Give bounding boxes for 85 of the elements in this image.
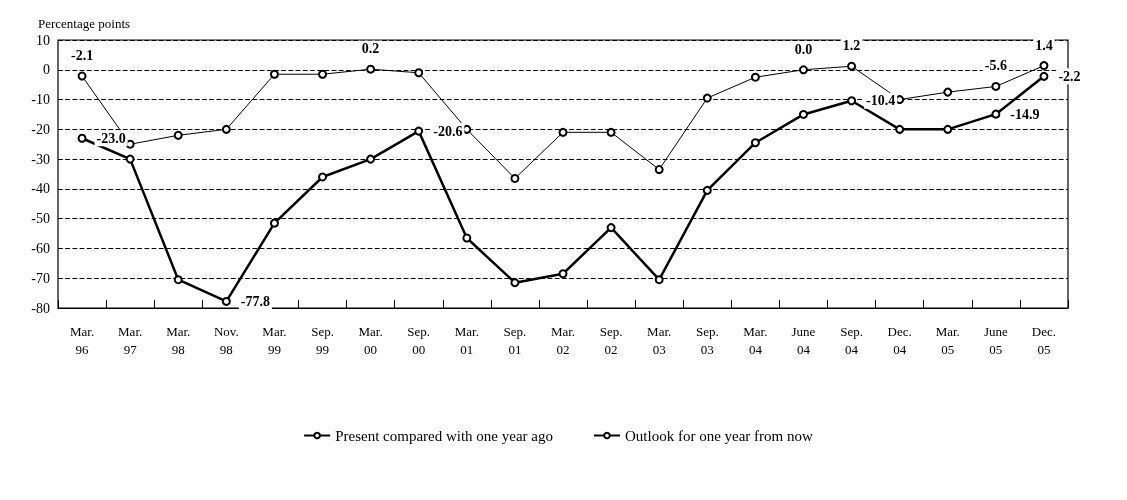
point [895, 124, 905, 134]
point [606, 127, 616, 137]
data-label: 1.2 [842, 38, 861, 54]
y-tick-label: 10 [36, 32, 50, 48]
point [77, 71, 87, 81]
point [462, 233, 472, 243]
point [847, 96, 857, 106]
y-tick-label: -60 [31, 240, 50, 256]
data-label: -2.1 [70, 48, 94, 64]
x-tick-label: Dec. 04 [887, 323, 912, 357]
point [221, 124, 231, 134]
data-label: -77.8 [240, 293, 271, 309]
y-tick-label: -20 [31, 121, 50, 137]
point [269, 69, 279, 79]
point [1039, 71, 1049, 81]
point [991, 109, 1001, 119]
point [510, 278, 520, 288]
x-tick-label: Dec. 05 [1031, 323, 1057, 357]
point [654, 275, 664, 285]
point [750, 138, 760, 148]
data-label: -23.0 [96, 130, 126, 146]
point [991, 81, 1001, 91]
point [318, 172, 328, 182]
point [558, 127, 568, 137]
point [414, 68, 424, 78]
point [798, 65, 808, 75]
point [125, 154, 135, 164]
point [702, 185, 712, 195]
point [1039, 61, 1049, 71]
x-tick-label: Mar. 05 [935, 323, 960, 357]
x-tick-label: Mar. 99 [262, 323, 287, 357]
x-tick-label: June 05 [983, 323, 1008, 357]
x-tick-label: Mar. 98 [166, 323, 191, 357]
data-label: -2.2 [1058, 68, 1081, 84]
x-tick-label: Nov. 98 [213, 323, 239, 357]
data-label: 0.2 [361, 41, 380, 57]
legend-label: Outlook for one year from now [624, 427, 814, 444]
point [77, 133, 87, 143]
x-tick-label: Sep. 99 [311, 323, 334, 357]
point [173, 275, 183, 285]
x-tick-label: Sep. 03 [695, 323, 719, 357]
y-tick-label: -30 [31, 151, 50, 167]
legend-label: Present compared with one year ago [335, 427, 553, 444]
x-tick-label: Sep. 00 [407, 323, 431, 357]
x-tick-label: Mar. 00 [358, 323, 383, 357]
data-label: -5.6 [984, 58, 1007, 74]
x-tick-label: Mar. 04 [743, 323, 768, 357]
point [750, 72, 760, 82]
x-tick-label: Mar. 97 [118, 323, 143, 357]
point [798, 109, 808, 119]
point [702, 93, 712, 103]
point [943, 87, 953, 97]
point [847, 61, 857, 71]
point [414, 126, 424, 136]
x-tick-label: Mar. 03 [647, 323, 672, 357]
y-tick-label: -10 [31, 92, 50, 108]
point [269, 218, 279, 228]
data-label: 0.0 [794, 41, 813, 57]
y-tick-label: -50 [31, 211, 50, 227]
point [366, 64, 376, 74]
data-label: -20.6 [433, 123, 463, 139]
y-tick-label: -40 [31, 181, 50, 197]
data-label: -10.4 [866, 93, 896, 109]
x-tick-label: Sep. 02 [599, 323, 623, 357]
y-axis-title: Percentage points [38, 16, 131, 31]
data-label: -14.9 [1010, 106, 1040, 122]
x-tick-label: Mar. 01 [454, 323, 479, 357]
point [606, 223, 616, 233]
point [510, 173, 520, 183]
point [366, 154, 376, 164]
point [558, 269, 568, 279]
point [654, 165, 664, 175]
point [221, 296, 231, 306]
data-label: 1.4 [1035, 37, 1053, 53]
y-tick-label: -80 [31, 300, 50, 316]
y-tick-label: -70 [31, 270, 50, 286]
point [318, 69, 328, 79]
point [173, 130, 183, 140]
x-tick-label: Mar. 02 [550, 323, 576, 357]
point [943, 124, 953, 134]
x-tick-label: Sep. 04 [840, 323, 863, 357]
x-tick-label: Mar. 96 [69, 323, 95, 357]
x-tick-label: June 04 [791, 323, 816, 357]
y-tick-label: 0 [43, 62, 50, 78]
x-tick-label: Sep. 01 [503, 323, 527, 357]
